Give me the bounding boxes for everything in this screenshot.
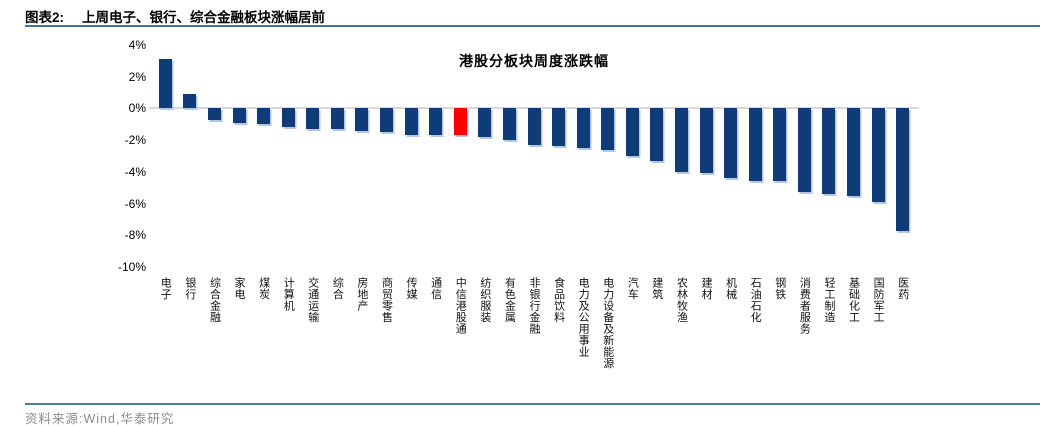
bar-交通运输 <box>306 108 320 130</box>
bar-农林牧渔 <box>674 108 688 172</box>
x-tick-label: 消费者服务 <box>798 277 811 335</box>
bar-机械 <box>724 108 738 179</box>
y-tick-label: -6% <box>124 196 146 211</box>
bar-电子 <box>158 59 172 109</box>
bar-消费者服务 <box>797 108 811 193</box>
x-tick-label: 中信港股通 <box>454 277 467 335</box>
bar-国防军工 <box>871 108 885 202</box>
x-tick-label: 电力及公用事业 <box>577 277 590 358</box>
bar-建筑 <box>650 108 664 161</box>
y-tick-label: -4% <box>124 164 146 179</box>
figure-header: 图表2: 上周电子、银行、综合金融板块涨幅居前 <box>25 6 325 26</box>
bar-综合金融 <box>207 108 221 120</box>
bar-纺织服装 <box>478 108 492 137</box>
x-tick-label: 商贸零售 <box>380 277 393 323</box>
bar-银行 <box>183 94 197 109</box>
x-tick-label: 有色金属 <box>503 277 516 323</box>
bar-传媒 <box>404 108 418 136</box>
bar-房地产 <box>355 108 369 131</box>
x-tick-label: 国防军工 <box>872 277 885 323</box>
x-tick-label: 房地产 <box>355 277 368 312</box>
bar-中信港股通 <box>453 108 467 136</box>
bar-商贸零售 <box>380 108 394 133</box>
x-tick-label: 交通运输 <box>306 277 319 323</box>
bar-石油石化 <box>748 108 762 182</box>
x-tick-label: 传媒 <box>405 277 418 300</box>
x-tick-label: 机械 <box>724 277 737 300</box>
x-tick-label: 基础化工 <box>847 277 860 323</box>
source-rule <box>25 403 1040 405</box>
bar-轻工制造 <box>822 108 836 195</box>
x-tick-label: 综合 <box>331 277 344 300</box>
bar-家电 <box>232 108 246 123</box>
bar-医药 <box>896 108 910 231</box>
bar-食品饮料 <box>552 108 566 147</box>
bar-有色金属 <box>502 108 516 141</box>
x-tick-label: 家电 <box>233 277 246 300</box>
x-tick-label: 通信 <box>429 277 442 300</box>
bar-基础化工 <box>847 108 861 196</box>
bar-电力及公用事业 <box>576 108 590 149</box>
x-tick-label: 银行 <box>183 277 196 300</box>
figure-label: 图表2: <box>25 10 65 25</box>
x-tick-label: 钢铁 <box>773 277 786 300</box>
x-tick-label: 食品饮料 <box>552 277 565 323</box>
bar-通信 <box>429 108 443 136</box>
chart-title: 港股分板块周度涨跌幅 <box>459 53 609 69</box>
x-tick-label: 农林牧渔 <box>675 277 688 323</box>
bar-钢铁 <box>773 108 787 182</box>
y-tick-label: -10% <box>117 260 146 274</box>
bar-煤炭 <box>257 108 271 125</box>
x-tick-label: 煤炭 <box>257 277 270 300</box>
source-text: 资料来源:Wind,华泰研究 <box>25 412 175 426</box>
x-tick-label: 医药 <box>896 277 909 300</box>
y-tick-label: 0% <box>128 101 146 116</box>
x-tick-label: 电力设备及新能源 <box>601 277 614 369</box>
x-tick-label: 轻工制造 <box>822 277 835 323</box>
x-tick-label: 非银行金融 <box>528 277 540 335</box>
x-tick-label: 建材 <box>700 277 713 300</box>
figure-title: 上周电子、银行、综合金融板块涨幅居前 <box>82 10 326 25</box>
x-tick-label: 综合金融 <box>208 277 221 323</box>
bar-电力设备及新能源 <box>601 108 615 150</box>
x-tick-label: 电子 <box>159 277 172 300</box>
bar-汽车 <box>625 108 639 156</box>
x-tick-label: 纺织服装 <box>478 277 491 323</box>
x-tick-label: 石油石化 <box>749 277 762 323</box>
bar-建材 <box>699 108 713 174</box>
x-tick-label: 计算机 <box>282 277 295 312</box>
x-tick-label: 建筑 <box>650 277 663 300</box>
y-tick-label: 4% <box>128 38 146 52</box>
bar-计算机 <box>281 108 295 128</box>
header-rule <box>25 25 1040 27</box>
bar-非银行金融 <box>527 108 541 145</box>
bar-综合 <box>330 108 344 130</box>
y-tick-label: 2% <box>128 69 146 84</box>
x-tick-label: 汽车 <box>626 277 639 300</box>
y-tick-label: -2% <box>124 133 146 148</box>
y-tick-label: -8% <box>124 228 146 243</box>
